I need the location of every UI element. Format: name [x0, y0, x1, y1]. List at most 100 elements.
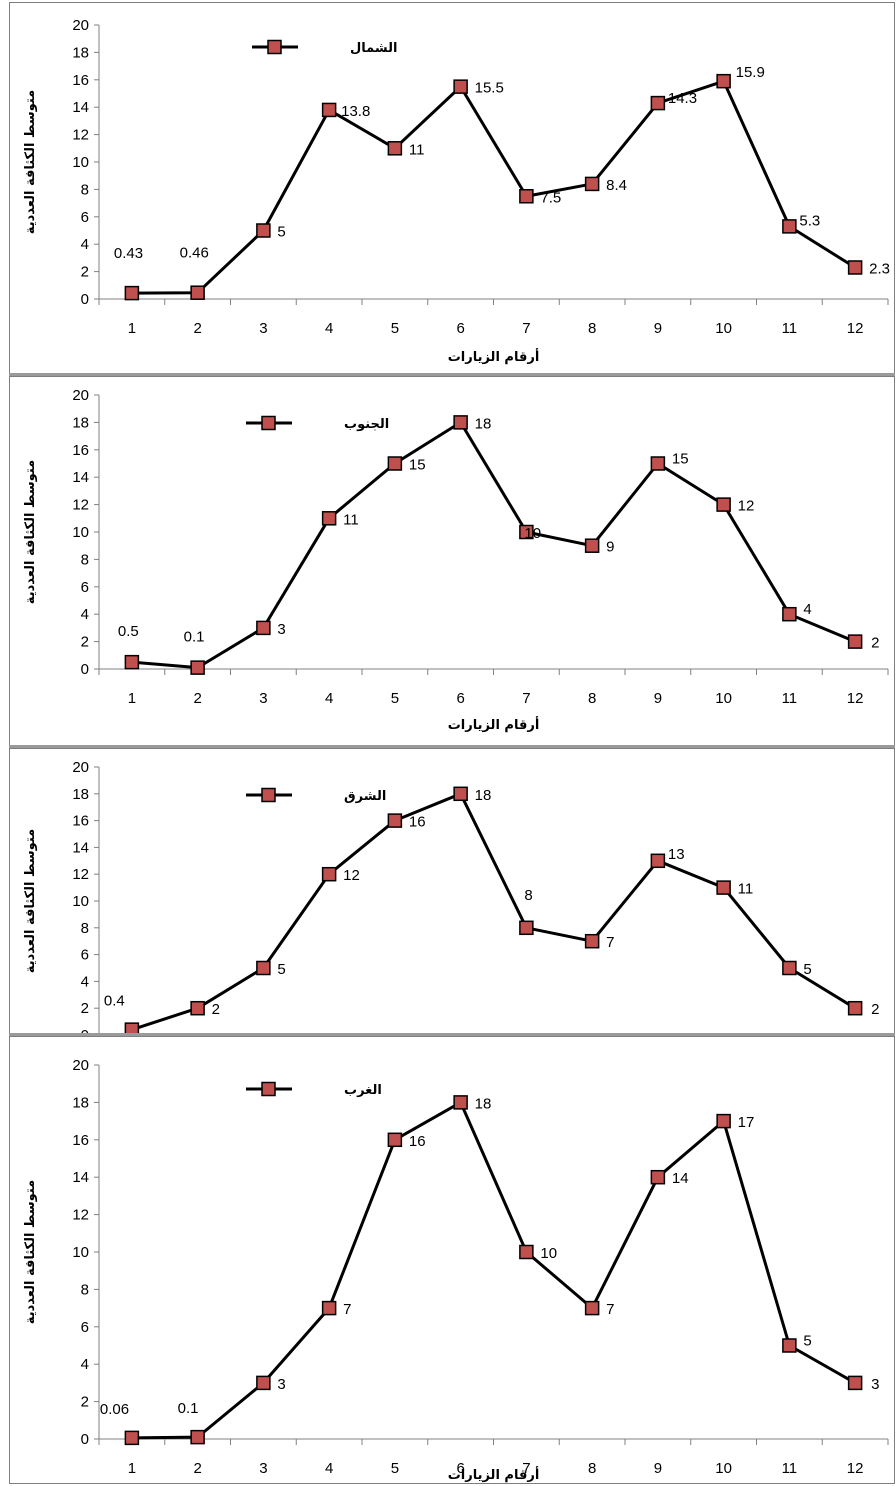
x-tick-label: 2	[193, 320, 201, 337]
x-tick-label: 7	[522, 690, 530, 707]
panel-divider	[9, 373, 895, 376]
data-label: 17	[738, 1114, 755, 1131]
data-label: 14.3	[668, 90, 697, 107]
y-tick-label: 2	[81, 634, 89, 651]
data-point-marker	[190, 1429, 205, 1445]
data-point-marker	[584, 933, 600, 949]
data-label: 7	[343, 1301, 351, 1318]
series-line	[131, 1100, 856, 1440]
x-tick-label: 3	[259, 320, 267, 337]
data-label: 14	[672, 1170, 689, 1187]
y-tick-label: 4	[81, 236, 89, 253]
x-tick-label: 11	[782, 1460, 798, 1477]
data-label: 18	[475, 787, 492, 804]
x-tick-label: 6	[456, 320, 464, 337]
data-point-marker	[716, 497, 731, 512]
data-label: 7	[606, 934, 614, 951]
y-tick-label: 4	[81, 606, 89, 623]
data-label: 0.43	[114, 245, 143, 262]
y-tick-label: 8	[81, 181, 89, 198]
data-label: 3	[871, 1376, 879, 1393]
x-tick-label: 11	[782, 320, 798, 337]
data-point-marker	[387, 1132, 403, 1148]
data-point-marker	[782, 960, 797, 976]
y-tick-label: 8	[81, 551, 89, 568]
y-tick-label: 18	[72, 44, 89, 61]
data-point-marker	[321, 866, 337, 882]
y-tick-label: 18	[72, 786, 89, 803]
data-label: 15.9	[736, 64, 765, 81]
x-tick-label: 8	[588, 320, 596, 337]
data-point-marker	[847, 1375, 863, 1391]
y-tick-label: 4	[81, 973, 89, 990]
y-tick-label: 20	[72, 1057, 89, 1074]
data-point-marker	[256, 620, 271, 636]
y-tick-label: 20	[72, 387, 89, 404]
data-label: 5	[803, 1333, 811, 1350]
x-tick-label: 5	[391, 1460, 399, 1477]
legend-marker	[261, 787, 276, 803]
data-label: 8.4	[606, 177, 627, 194]
y-tick-label: 14	[72, 1169, 89, 1186]
y-tick-label: 14	[72, 99, 89, 116]
x-axis-title: أرقام الزيارات	[448, 1466, 540, 1483]
y-tick-label: 16	[72, 1132, 89, 1149]
x-tick-label: 12	[847, 690, 864, 707]
data-label: 0.46	[180, 245, 209, 262]
x-tick-label: 1	[128, 1460, 136, 1477]
x-tick-label: 2	[193, 1460, 201, 1477]
data-point-marker	[453, 415, 468, 430]
data-label: 13	[668, 846, 685, 863]
y-tick-label: 12	[72, 1207, 89, 1224]
data-point-marker	[124, 654, 140, 670]
x-tick-label: 10	[715, 320, 732, 337]
y-tick-label: 2	[81, 1000, 89, 1017]
data-label: 18	[475, 1095, 492, 1112]
data-point-marker	[453, 79, 468, 94]
data-point-marker	[584, 1300, 600, 1316]
data-label: 4	[803, 601, 811, 618]
x-tick-label: 12	[847, 320, 864, 337]
x-tick-label: 5	[391, 320, 399, 337]
y-tick-label: 6	[81, 1319, 89, 1336]
data-point-marker	[519, 524, 534, 540]
y-tick-label: 10	[72, 1244, 89, 1261]
data-label: 8	[524, 887, 532, 904]
y-tick-label: 0	[81, 291, 89, 308]
data-label: 2.3	[869, 260, 890, 277]
data-label: 7	[606, 1301, 614, 1318]
data-label: 10	[524, 525, 541, 542]
legend-label: الغرب	[344, 1083, 382, 1098]
data-point-marker	[453, 786, 468, 802]
data-point-marker	[782, 219, 797, 234]
data-point-marker	[321, 102, 337, 118]
y-tick-label: 20	[72, 759, 89, 776]
chart-panel-north: 0 2 4 6 8 10 12 14 16 18 20 1 2 3 4 5 6 7 8 9 10 11 12 أرقام ال…	[9, 2, 895, 374]
legend-label: الشمال	[350, 41, 397, 56]
data-point-marker	[519, 189, 534, 204]
data-point-marker	[650, 853, 666, 869]
data-label: 15.5	[475, 80, 504, 97]
data-point-marker	[847, 634, 863, 649]
data-label: 11	[409, 141, 425, 158]
data-point-marker	[321, 1300, 337, 1316]
y-tick-label: 8	[81, 1281, 89, 1298]
data-point-marker	[584, 176, 600, 192]
data-label: 0.4	[104, 993, 125, 1010]
data-label: 5	[277, 961, 285, 978]
data-point-marker	[190, 285, 205, 300]
panel-divider	[9, 745, 895, 748]
data-point-marker	[584, 538, 600, 553]
y-tick-label: 18	[72, 1094, 89, 1111]
data-point-marker	[387, 813, 403, 828]
data-point-marker	[124, 1430, 140, 1446]
chart-panel-south: 0 2 4 6 8 10 12 14 16 18 20 1 2 3 4 5 6 7 8 9 10 11 12 أرقام ال…	[9, 376, 895, 746]
data-point-marker	[190, 660, 205, 675]
legend-label: الشرق	[344, 789, 386, 804]
data-label: 0.06	[100, 1401, 129, 1418]
x-axis-title: أرقام الزيارات	[448, 716, 540, 733]
x-tick-label: 12	[847, 1460, 864, 1477]
y-tick-label: 10	[72, 893, 89, 910]
